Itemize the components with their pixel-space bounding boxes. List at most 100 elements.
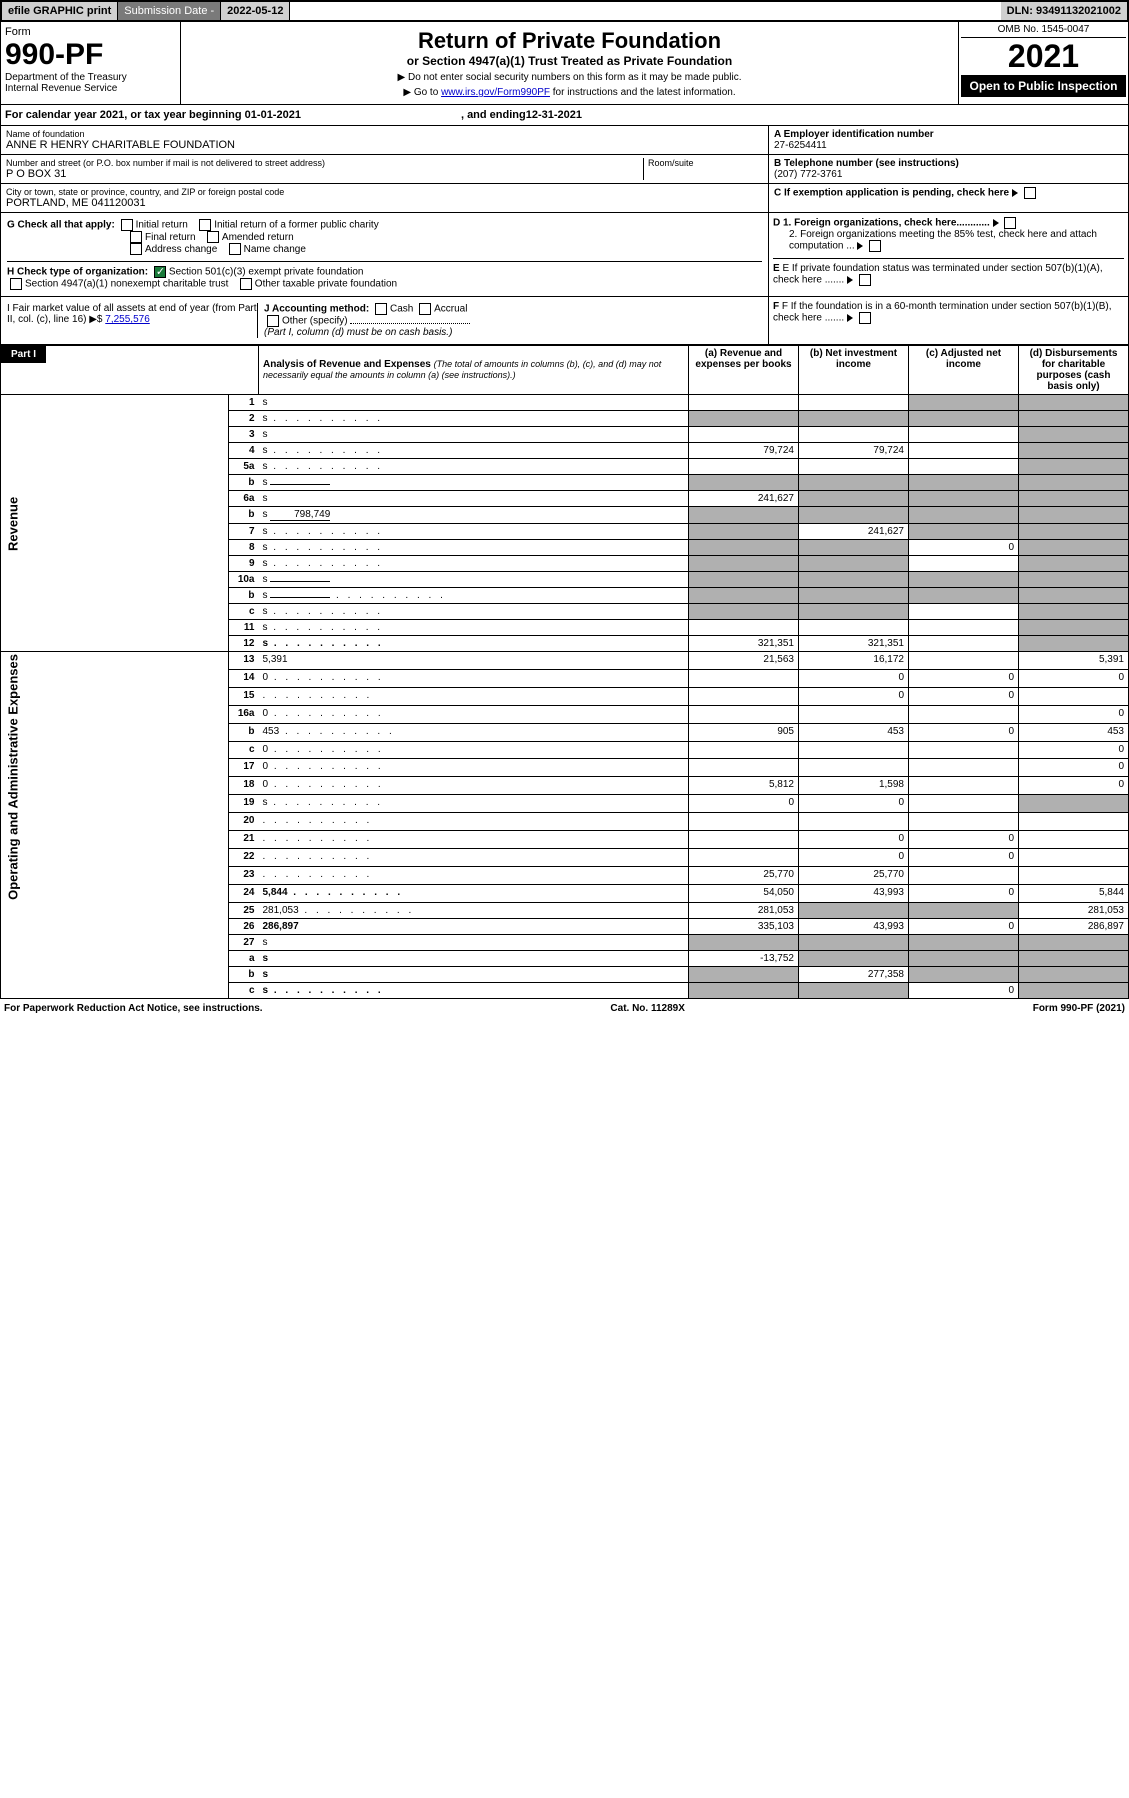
section-label [1,902,229,998]
line-desc [259,848,689,866]
c-cell: C If exemption application is pending, c… [769,184,1128,202]
line-number: 26 [229,918,259,934]
line-desc: s [259,540,689,556]
value-cell [909,620,1019,636]
line-desc: s [259,588,689,604]
topbar: efile GRAPHIC print Submission Date - 20… [0,0,1129,22]
shaded-cell [909,491,1019,507]
table-row: 25281,053281,053281,053 [1,902,1129,918]
value-cell [689,759,799,777]
line-number: b [229,966,259,982]
checkbox[interactable] [240,278,252,290]
checkbox[interactable] [1024,187,1036,199]
form-title: Return of Private Foundation [187,28,952,54]
shaded-cell [1019,475,1129,491]
shaded-cell [689,966,799,982]
line-number: c [229,741,259,759]
line-desc: s [259,795,689,813]
col-a: (a) Revenue and expenses per books [689,346,799,395]
value-cell [799,813,909,831]
checkbox[interactable] [859,274,871,286]
value-cell: 0 [1019,777,1129,795]
shaded-cell [689,604,799,620]
checkbox[interactable] [130,243,142,255]
value-cell: 0 [909,918,1019,934]
shaded-cell [689,982,799,998]
name-cell: Name of foundation ANNE R HENRY CHARITAB… [1,126,768,155]
value-cell: -13,752 [689,950,799,966]
checkbox[interactable] [229,243,241,255]
shaded-cell [1019,427,1129,443]
shaded-cell [1019,620,1129,636]
value-cell: 0 [1019,741,1129,759]
value-cell: 25,770 [799,866,909,884]
shaded-cell [799,950,909,966]
note2: ▶ Go to www.irs.gov/Form990PF for instru… [187,87,952,98]
line-desc: s [259,556,689,572]
shaded-cell [1019,443,1129,459]
checkbox[interactable] [375,303,387,315]
value-cell: 0 [799,848,909,866]
value-cell: 5,844 [1019,884,1129,902]
shaded-cell [1019,982,1129,998]
checkbox[interactable] [10,278,22,290]
line-number: 5a [229,459,259,475]
line-desc: s [259,491,689,507]
checkbox[interactable] [869,240,881,252]
line-number: 8 [229,540,259,556]
header-left: Form 990-PF Department of the Treasury I… [1,22,181,104]
tax-year: 2021 [961,38,1126,75]
line-desc: s 798,749 [259,507,689,524]
dln: DLN: 93491132021002 [1001,2,1127,20]
line-number: b [229,723,259,741]
value-cell: 0 [799,669,909,687]
shaded-cell [909,902,1019,918]
line-number: 9 [229,556,259,572]
value-cell [909,556,1019,572]
checkbox[interactable] [859,312,871,324]
instructions-link[interactable]: www.irs.gov/Form990PF [441,87,550,98]
value-cell: 21,563 [689,652,799,670]
line-desc: s [259,604,689,620]
line-desc: s [259,620,689,636]
checkbox[interactable] [1004,217,1016,229]
value-cell: 0 [909,540,1019,556]
section-label: Operating and Administrative Expenses [1,652,229,903]
checkbox[interactable] [121,219,133,231]
dept: Department of the Treasury [5,72,176,83]
line-desc [259,813,689,831]
value-cell: 0 [799,687,909,705]
form-ref: Form 990-PF (2021) [1033,1003,1125,1014]
fmv-link[interactable]: 7,255,576 [105,314,150,325]
line-desc: 0 [259,759,689,777]
analysis-table: Part I Analysis of Revenue and Expenses … [0,345,1129,999]
checkbox-checked[interactable] [154,266,166,278]
shaded-cell [909,572,1019,588]
line-desc: 5,844 [259,884,689,902]
value-cell: 0 [1019,705,1129,723]
shaded-cell [689,411,799,427]
value-cell: 321,351 [799,636,909,652]
checkbox[interactable] [207,231,219,243]
checkbox[interactable] [130,231,142,243]
checkbox[interactable] [199,219,211,231]
line-number: 22 [229,848,259,866]
checkbox[interactable] [267,315,279,327]
shaded-cell [799,572,909,588]
line-number: 4 [229,443,259,459]
calendar-year-row: For calendar year 2021, or tax year begi… [0,105,1129,126]
value-cell: 0 [1019,759,1129,777]
arrow-icon [993,219,999,227]
part-label: Part I [1,346,46,363]
value-cell: 0 [909,982,1019,998]
e-row: E E If private foundation status was ter… [773,258,1124,286]
line-desc [259,866,689,884]
arrow-icon [847,276,853,284]
line-number: 24 [229,884,259,902]
checkbox[interactable] [419,303,431,315]
tel-cell: B Telephone number (see instructions) (2… [769,155,1128,184]
value-cell: 43,993 [799,918,909,934]
value-cell [799,395,909,411]
line-desc: s [259,475,689,491]
value-cell [1019,687,1129,705]
